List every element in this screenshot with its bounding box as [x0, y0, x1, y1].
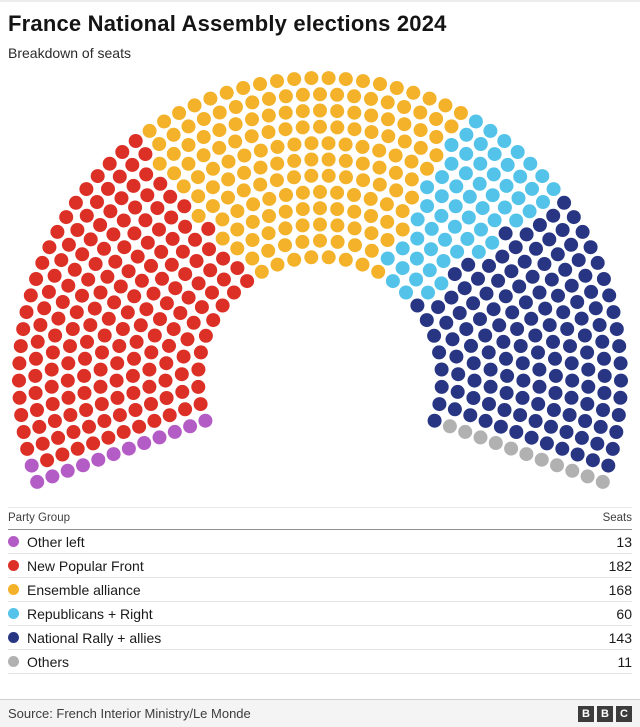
source-text: Source: French Interior Ministry/Le Mond… — [8, 706, 251, 721]
chart-header: France National Assembly elections 2024 … — [0, 2, 640, 63]
legend-row: New Popular Front 182 — [8, 554, 632, 578]
legend-col-seats: Seats — [602, 512, 632, 524]
legend-table: Party Group Seats Other left 13 New Popu… — [8, 507, 632, 674]
legend-dot — [8, 632, 19, 643]
legend-dot — [8, 608, 19, 619]
legend-value: 13 — [616, 533, 632, 550]
legend-dot — [8, 536, 19, 547]
legend-value: 11 — [617, 653, 632, 670]
top-divider — [0, 0, 640, 2]
hemicycle-chart-area — [0, 63, 640, 499]
legend-label: Ensemble alliance — [27, 581, 141, 598]
legend-header: Party Group Seats — [8, 507, 632, 530]
legend-label: National Rally + allies — [27, 629, 162, 646]
legend-label: Other left — [27, 533, 85, 550]
legend-value: 143 — [608, 629, 632, 646]
legend-dot — [8, 656, 19, 667]
page-title: France National Assembly elections 2024 — [8, 11, 447, 36]
bbc-logo: B B C — [578, 705, 632, 722]
page-subtitle: Breakdown of seats — [8, 45, 131, 61]
legend-dot — [8, 560, 19, 571]
bbc-logo-letter: C — [616, 705, 632, 722]
legend-label: Others — [27, 653, 70, 670]
legend-row: Ensemble alliance 168 — [8, 578, 632, 602]
bbc-logo-letter: B — [578, 705, 594, 722]
legend-label: New Popular Front — [27, 557, 144, 574]
hemicycle-chart — [12, 71, 628, 489]
legend-value: 182 — [608, 557, 632, 574]
legend-row: Republicans + Right 60 — [8, 602, 632, 626]
legend-row: Other left 13 — [8, 530, 632, 554]
legend-dot — [8, 584, 19, 595]
legend-row: National Rally + allies 143 — [8, 626, 632, 650]
legend-label: Republicans + Right — [27, 605, 153, 622]
legend-row: Others 11 — [8, 650, 632, 674]
legend-value: 60 — [616, 605, 632, 622]
bbc-logo-letter: B — [597, 705, 613, 722]
legend-value: 168 — [608, 581, 632, 598]
legend-col-party: Party Group — [8, 512, 70, 524]
footer: Source: French Interior Ministry/Le Mond… — [0, 699, 640, 727]
